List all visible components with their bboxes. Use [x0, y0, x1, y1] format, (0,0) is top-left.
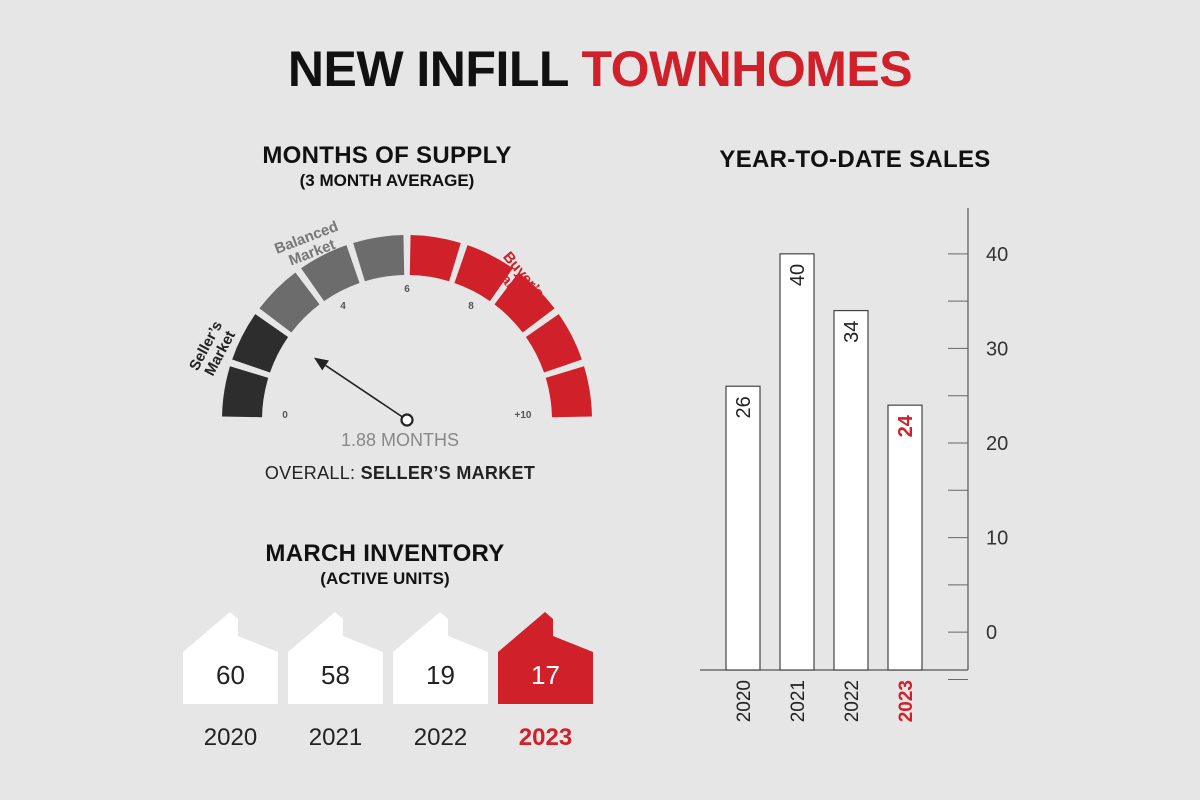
ytd-sales-chart: 0 10 20 30 40 26 2020 40 2021 34 2022 24 2023: [700, 208, 1008, 722]
bar: [725, 385, 761, 671]
gauge-segment: [409, 235, 461, 282]
gauge-segment: [525, 314, 582, 373]
inventory-year: 2023: [518, 724, 573, 751]
overall-label: OVERALL:: [264, 463, 356, 483]
bar: [887, 404, 923, 671]
bar: [779, 253, 815, 671]
supply-title: MONTHS OF SUPPLY: [262, 142, 512, 169]
x-tick-label: 2021: [788, 680, 809, 722]
title-part-1: NEW INFILL: [287, 41, 569, 97]
y-tick-label: 40: [986, 244, 1008, 266]
sales-title: YEAR-TO-DATE SALES: [719, 146, 991, 173]
bar-value-label: 26: [733, 396, 755, 418]
gauge-tick-label: 8: [468, 301, 474, 312]
inventory-year: 2021: [308, 724, 363, 751]
y-tick-label: 20: [986, 433, 1008, 455]
inventory-value: 58: [321, 660, 350, 690]
gauge-segment: [301, 245, 360, 302]
gauge-needle-arrowhead: [313, 357, 329, 371]
inventory-house: 58: [288, 612, 383, 704]
y-tick-label: 30: [986, 338, 1008, 360]
gauge-segment: [353, 235, 405, 282]
y-tick-label: 10: [986, 528, 1008, 550]
x-tick-label: 2023: [896, 680, 917, 722]
inventory-value: 19: [426, 660, 455, 690]
bar: [833, 309, 869, 671]
gauge-segment: [232, 314, 289, 373]
overall-market-label: OVERALL: SELLER’S MARKET: [200, 463, 600, 484]
page-title: NEW INFILL TOWNHOMES: [0, 40, 1200, 98]
inventory-year: 2020: [203, 724, 258, 751]
overall-value: SELLER’S MARKET: [360, 463, 536, 483]
title-part-2: TOWNHOMES: [581, 41, 913, 97]
gauge-needle-hub: [400, 413, 414, 427]
inventory-value: 17: [531, 660, 560, 690]
inventory-house: 60: [183, 612, 278, 704]
inventory-house: 19: [393, 612, 488, 704]
gauge-reading: 1.88 MONTHS: [340, 430, 460, 450]
supply-subtitle: (3 MONTH AVERAGE): [299, 171, 475, 190]
bar-value-label: 34: [841, 321, 863, 343]
inventory-value: 60: [216, 660, 245, 690]
gauge-segment: [222, 366, 269, 418]
inventory-year: 2022: [413, 724, 468, 751]
x-tick-label: 2022: [842, 680, 863, 722]
gauge-needle: [325, 364, 408, 421]
gauge-tick-label: 0: [282, 410, 288, 421]
inventory-subtitle: (ACTIVE UNITS): [320, 569, 450, 588]
inventory-house-highlighted: 17: [498, 612, 593, 704]
y-tick-label: 0: [986, 622, 997, 644]
x-tick-label: 2020: [734, 680, 755, 722]
inventory-title: MARCH INVENTORY: [265, 540, 505, 567]
gauge-tick-label: +10: [515, 410, 532, 421]
gauge-segment: [494, 272, 555, 333]
gauge-segment: [259, 272, 320, 333]
gauge-segment: [545, 366, 592, 418]
bar-value-label: 24: [895, 414, 917, 437]
gauge-tick-label: 4: [340, 301, 346, 312]
bar-value-label: 40: [787, 264, 809, 286]
gauge-tick-label: 6: [404, 284, 410, 295]
gauge-segment: [454, 245, 513, 302]
